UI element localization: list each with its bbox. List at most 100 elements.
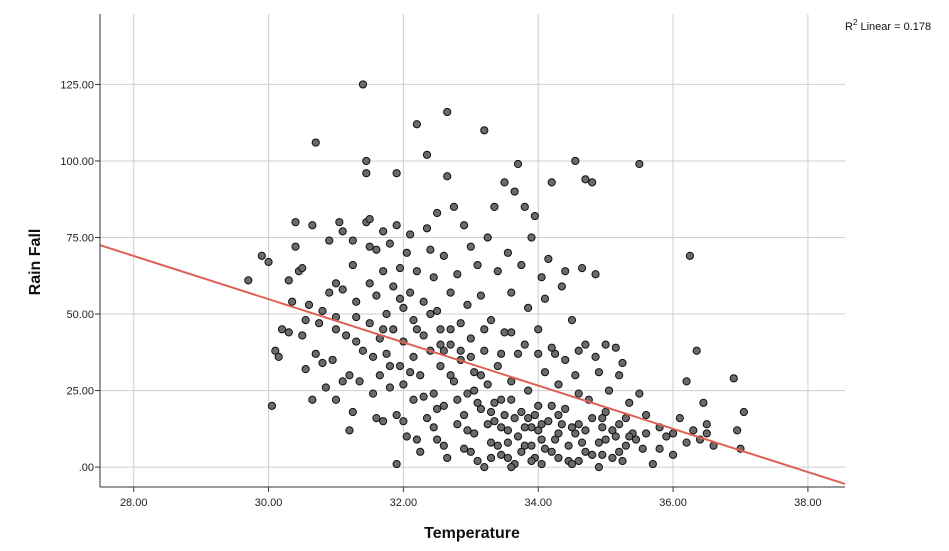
data-point bbox=[601, 435, 610, 444]
data-point bbox=[365, 319, 374, 328]
data-point bbox=[375, 371, 384, 380]
data-point bbox=[331, 325, 341, 334]
data-point bbox=[453, 270, 462, 279]
data-point bbox=[591, 352, 600, 361]
data-point bbox=[433, 208, 442, 218]
r2-superscript: 2 bbox=[853, 18, 858, 27]
data-point bbox=[507, 463, 516, 472]
data-point bbox=[571, 429, 580, 438]
data-point bbox=[577, 264, 587, 273]
data-point bbox=[594, 368, 604, 377]
data-point bbox=[581, 447, 590, 456]
data-point bbox=[470, 386, 479, 395]
data-point bbox=[682, 377, 691, 386]
data-point bbox=[338, 285, 347, 294]
data-point bbox=[284, 276, 293, 285]
y-tick-label: 25.00 bbox=[66, 386, 94, 398]
data-point bbox=[604, 386, 614, 395]
data-point bbox=[621, 414, 630, 423]
data-point bbox=[355, 377, 364, 386]
data-point bbox=[345, 371, 354, 380]
data-point bbox=[466, 447, 475, 456]
x-tick-labels: 28.00 30.00 32.00 34.00 36.00 38.00 bbox=[120, 497, 822, 509]
x-tick-label: 38.00 bbox=[794, 497, 822, 509]
data-point bbox=[574, 456, 583, 466]
data-point bbox=[547, 447, 556, 456]
data-point bbox=[561, 404, 570, 414]
data-point bbox=[520, 423, 529, 432]
data-point bbox=[446, 340, 455, 349]
data-point bbox=[476, 404, 486, 414]
data-point bbox=[500, 410, 509, 420]
data-point bbox=[291, 242, 300, 251]
data-point bbox=[315, 319, 324, 328]
data-point bbox=[594, 463, 604, 472]
data-point bbox=[473, 456, 482, 466]
data-point bbox=[412, 267, 421, 276]
data-point bbox=[443, 172, 452, 181]
data-point bbox=[436, 361, 445, 371]
data-point bbox=[598, 450, 607, 459]
data-point bbox=[642, 410, 651, 420]
data-point bbox=[507, 395, 516, 404]
data-point bbox=[331, 395, 341, 404]
data-point bbox=[362, 169, 371, 178]
data-point bbox=[365, 242, 374, 251]
data-point bbox=[527, 233, 536, 242]
data-point bbox=[507, 377, 516, 386]
data-point bbox=[389, 282, 398, 291]
data-point bbox=[429, 389, 438, 398]
data-point bbox=[547, 401, 556, 410]
data-point bbox=[412, 435, 421, 444]
data-point bbox=[244, 276, 253, 285]
data-point bbox=[537, 273, 546, 282]
data-point bbox=[331, 279, 341, 288]
data-point bbox=[527, 456, 536, 466]
r2-value: Linear = 0.178 bbox=[857, 21, 931, 33]
data-point bbox=[402, 248, 411, 257]
data-point bbox=[443, 453, 452, 463]
data-point bbox=[567, 316, 577, 325]
data-point bbox=[284, 328, 293, 337]
data-point bbox=[486, 453, 496, 463]
data-point bbox=[439, 251, 448, 260]
data-point bbox=[547, 178, 556, 187]
data-point bbox=[490, 398, 499, 407]
x-tick-label: 32.00 bbox=[390, 497, 418, 509]
data-point bbox=[443, 107, 452, 117]
data-point bbox=[466, 334, 475, 343]
data-point bbox=[372, 291, 381, 300]
data-point bbox=[497, 349, 506, 358]
data-point bbox=[537, 435, 546, 444]
data-point bbox=[561, 355, 570, 365]
data-point bbox=[527, 423, 536, 432]
data-point bbox=[557, 420, 566, 429]
data-point bbox=[534, 401, 543, 410]
data-point bbox=[399, 417, 408, 426]
data-point bbox=[581, 175, 590, 184]
data-point bbox=[459, 410, 469, 420]
data-point bbox=[550, 435, 560, 444]
data-point bbox=[439, 401, 448, 410]
data-point bbox=[382, 309, 391, 319]
data-point bbox=[635, 159, 644, 169]
data-point bbox=[733, 426, 742, 435]
data-point bbox=[318, 306, 327, 316]
data-point bbox=[335, 218, 344, 227]
data-point bbox=[433, 435, 442, 444]
data-point bbox=[490, 417, 499, 426]
data-point bbox=[675, 414, 684, 423]
data-point bbox=[699, 398, 708, 407]
data-point bbox=[557, 282, 566, 291]
grid-lines bbox=[100, 14, 845, 487]
x-tick-label: 36.00 bbox=[659, 497, 687, 509]
data-point bbox=[311, 138, 320, 147]
data-point bbox=[497, 395, 506, 404]
data-point bbox=[392, 221, 401, 230]
x-tick-label: 30.00 bbox=[255, 497, 283, 509]
data-point bbox=[385, 361, 395, 371]
data-point bbox=[625, 398, 634, 407]
data-point bbox=[399, 303, 408, 313]
data-point bbox=[341, 331, 351, 340]
